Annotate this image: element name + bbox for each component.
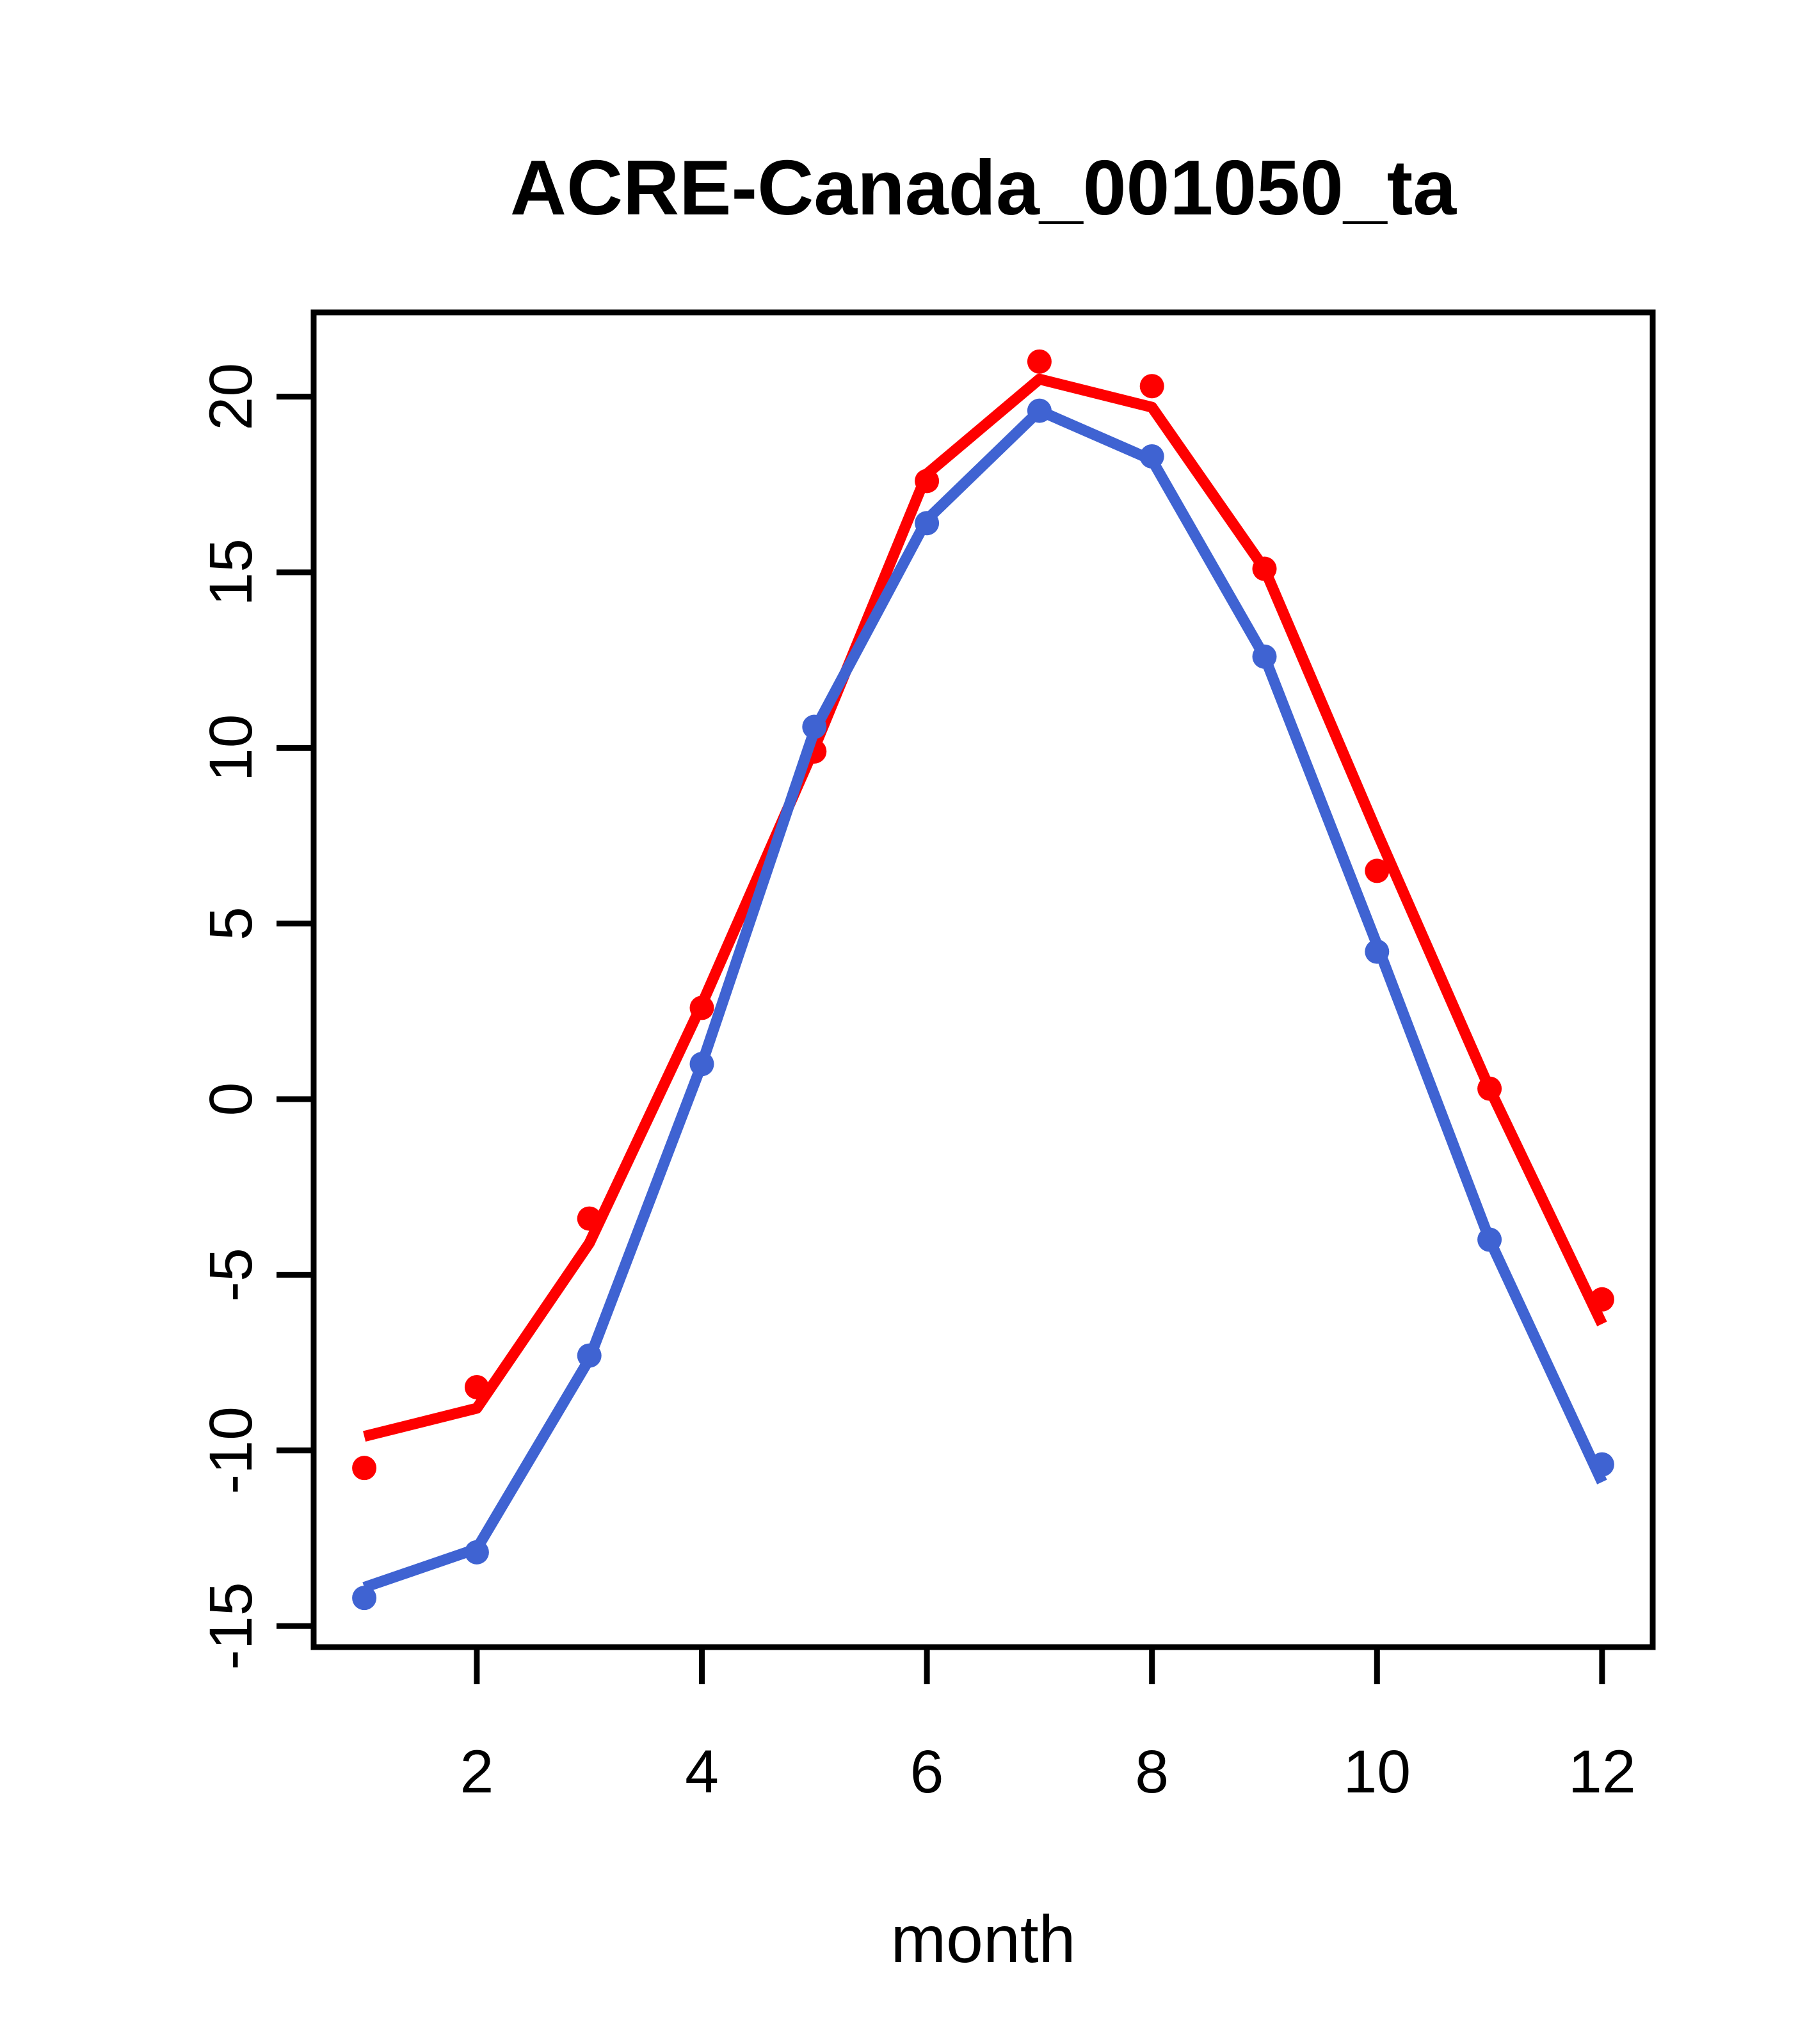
x-tick-label: 4 [685,1738,719,1806]
blue-points-marker [1027,398,1052,423]
blue-line [362,405,1607,1593]
x-tick-label: 2 [460,1738,494,1806]
x-tick-label: 10 [1343,1738,1411,1806]
y-tick-label: 20 [197,363,265,431]
y-tick-label: 15 [197,538,265,606]
y-tick-label: -5 [197,1248,265,1301]
y-tick-label: 5 [197,906,265,940]
red-points-marker [1139,374,1164,399]
red-points-marker [915,469,940,494]
blue-points-marker [1139,444,1164,469]
blue-points-marker [1477,1227,1502,1252]
blue-points-marker [577,1343,602,1368]
y-tick-label: -10 [197,1406,265,1494]
blue-points-marker [352,1586,377,1611]
x-tick-label: 12 [1568,1738,1636,1806]
y-tick-label: -15 [197,1582,265,1670]
x-tick-label: 8 [1135,1738,1169,1806]
y-tick-label: 10 [197,714,265,782]
blue-points-marker [1365,939,1390,964]
y-tick-label: 0 [197,1082,265,1116]
blue-points-marker [1589,1452,1614,1477]
series-blue-line [362,405,1607,1593]
blue-points-marker [464,1540,489,1565]
red-points-marker [1589,1287,1614,1312]
blue-points-marker [915,511,940,536]
y-axis: -15 -10 -5 0 5 10 15 20 [197,363,314,1670]
plot-box [310,309,1656,1650]
red-points-marker [1477,1076,1502,1101]
blue-points-marker [689,1052,714,1077]
x-tick-label: 6 [910,1738,944,1806]
red-points-marker [1252,556,1277,581]
x-axis-label: month [890,1903,1075,1977]
chart-title: ACRE-Canada_001050_ta [510,144,1457,231]
red-points-marker [689,995,714,1020]
red-points-marker [352,1456,377,1481]
red-points-marker [1027,349,1052,374]
red-points-marker [577,1206,602,1231]
series-blue-points [352,398,1614,1611]
plot-border [310,309,1656,1650]
series-red-line [363,373,1607,1442]
blue-points-marker [1252,644,1277,669]
red-points-marker [1365,858,1390,883]
blue-points-marker [802,714,827,739]
red-line [363,373,1607,1442]
x-axis: 2 4 6 8 10 12 [460,1647,1636,1806]
red-points-marker [464,1374,489,1399]
